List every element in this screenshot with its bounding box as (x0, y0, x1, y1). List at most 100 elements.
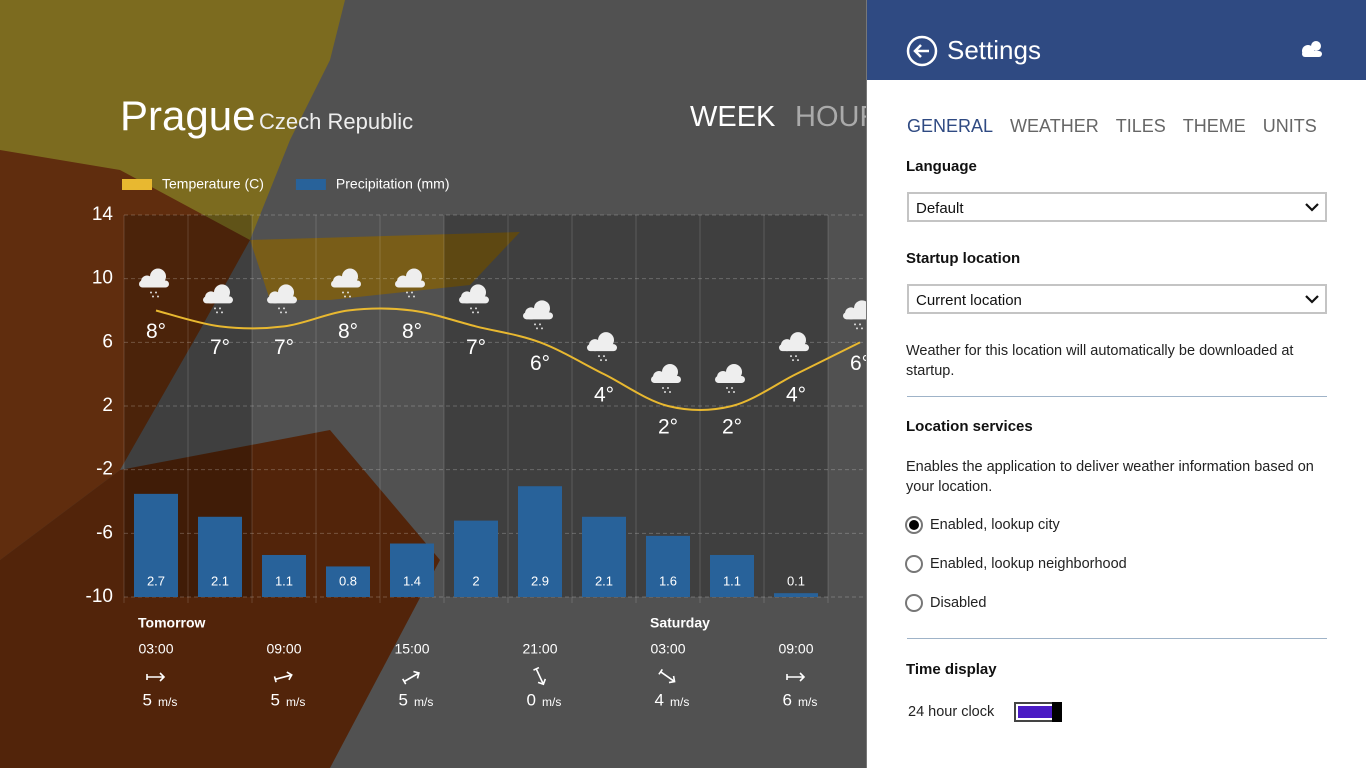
wind-speed: 6 (783, 690, 792, 709)
wind-unit: m/s (798, 695, 817, 709)
icon-part (792, 359, 794, 362)
dropdown[interactable]: Current location (907, 284, 1327, 314)
icon-part (715, 376, 745, 383)
bar-label: 2.1 (595, 573, 613, 588)
icon-part (854, 300, 866, 317)
toggle-fill (1018, 706, 1052, 718)
icon-part (726, 387, 728, 389)
icon-part (344, 295, 346, 298)
y-tick-label: 10 (92, 268, 113, 289)
y-tick-label: -10 (86, 586, 113, 607)
icon-part (603, 355, 605, 358)
icon-part (664, 391, 666, 393)
temperature-label: 7° (466, 336, 486, 359)
icon-part (728, 391, 730, 393)
settings-tab[interactable]: WEATHER (1010, 116, 1099, 136)
icon-part (536, 327, 538, 330)
icon-part (214, 307, 216, 310)
icon-part (854, 323, 856, 326)
settings-tab[interactable]: UNITS (1262, 116, 1317, 136)
wind-arrow (658, 668, 676, 684)
settings-tab[interactable]: THEME (1182, 116, 1246, 136)
bar-label: 1.4 (403, 573, 421, 588)
wind-arrow (402, 670, 420, 685)
icon-part (598, 355, 600, 358)
radio-option[interactable]: Disabled (905, 594, 986, 612)
wind-unit: m/s (670, 695, 689, 709)
wind-unit: m/s (158, 695, 177, 709)
legend-swatch (122, 179, 152, 190)
bar (710, 554, 754, 597)
x-tick-label: 03:00 (650, 641, 685, 657)
label: Language (906, 158, 977, 175)
icon-part (150, 291, 152, 294)
tab-bar: GENERAL WEATHER TILES THEME UNITS (907, 116, 1334, 137)
wind-arrow (273, 671, 293, 683)
icon-part (523, 312, 553, 320)
icon-part (539, 323, 541, 326)
settings-tab[interactable]: TILES (1115, 116, 1166, 136)
icon-part (843, 312, 866, 320)
toggle-thumb (1052, 702, 1062, 722)
x-tick-label: 21:00 (522, 641, 557, 657)
icon-part (155, 291, 157, 294)
wind-arrow (533, 666, 547, 686)
bar-label: 0.8 (339, 573, 357, 588)
bar (390, 543, 434, 597)
icon-part (408, 295, 410, 298)
icon-part (587, 344, 617, 352)
legend-label: Temperature (C) (162, 176, 264, 192)
icon-part (280, 311, 282, 314)
note: Enables the application to deliver weath… (906, 459, 1314, 495)
toggle-label: 24 hour clock (908, 704, 995, 720)
bar-label: 1.6 (659, 573, 677, 588)
icon-part (219, 307, 221, 310)
settings-tab[interactable]: GENERAL (907, 116, 994, 136)
radio-option[interactable]: Enabled, lookup neighborhood (905, 555, 1127, 573)
icon-part (157, 295, 159, 298)
icon-part (600, 359, 602, 362)
radio-button (905, 516, 923, 534)
icon-part (278, 307, 280, 310)
icon-part (267, 296, 297, 304)
temperature-label: 2° (722, 416, 742, 439)
icon-part (459, 296, 489, 304)
icon-part (347, 291, 349, 294)
icon-part (861, 327, 863, 330)
settings-header: Settings (867, 0, 1366, 80)
weather-icon (331, 268, 361, 298)
temperature-label: 4° (786, 384, 806, 407)
wind-speed: 0 (527, 690, 536, 709)
icon-part (139, 280, 169, 288)
back-button[interactable] (905, 34, 939, 68)
weather-icon (843, 300, 866, 330)
wind-arrow (786, 672, 806, 682)
wind-unit: m/s (286, 695, 305, 709)
radio-button (905, 594, 923, 612)
dropdown[interactable]: Default (907, 192, 1327, 222)
radio-option[interactable]: Enabled, lookup city (905, 516, 1060, 534)
weather-icon (587, 332, 617, 362)
wind-speed: 5 (143, 690, 152, 709)
icon-part (283, 307, 285, 310)
wind-arrow (146, 672, 166, 682)
bar-label: 2.9 (531, 573, 549, 588)
wind-unit: m/s (414, 695, 433, 709)
bar (454, 520, 498, 597)
temperature-label: 2° (658, 416, 678, 439)
temperature-label: 7° (274, 336, 294, 359)
toggle[interactable] (1014, 702, 1062, 722)
weather-icon (523, 300, 553, 330)
temperature-label: 6° (530, 352, 550, 375)
icon-part (406, 291, 408, 294)
icon-part (285, 311, 287, 314)
column-shade (444, 215, 828, 597)
icon-part (349, 295, 351, 298)
bar-label: 1.1 (275, 573, 293, 588)
tab[interactable]: WEEK (690, 101, 776, 133)
chevron (1305, 203, 1319, 212)
label: Startup location (906, 250, 1021, 267)
bar (134, 493, 178, 597)
icon-part (669, 391, 671, 393)
